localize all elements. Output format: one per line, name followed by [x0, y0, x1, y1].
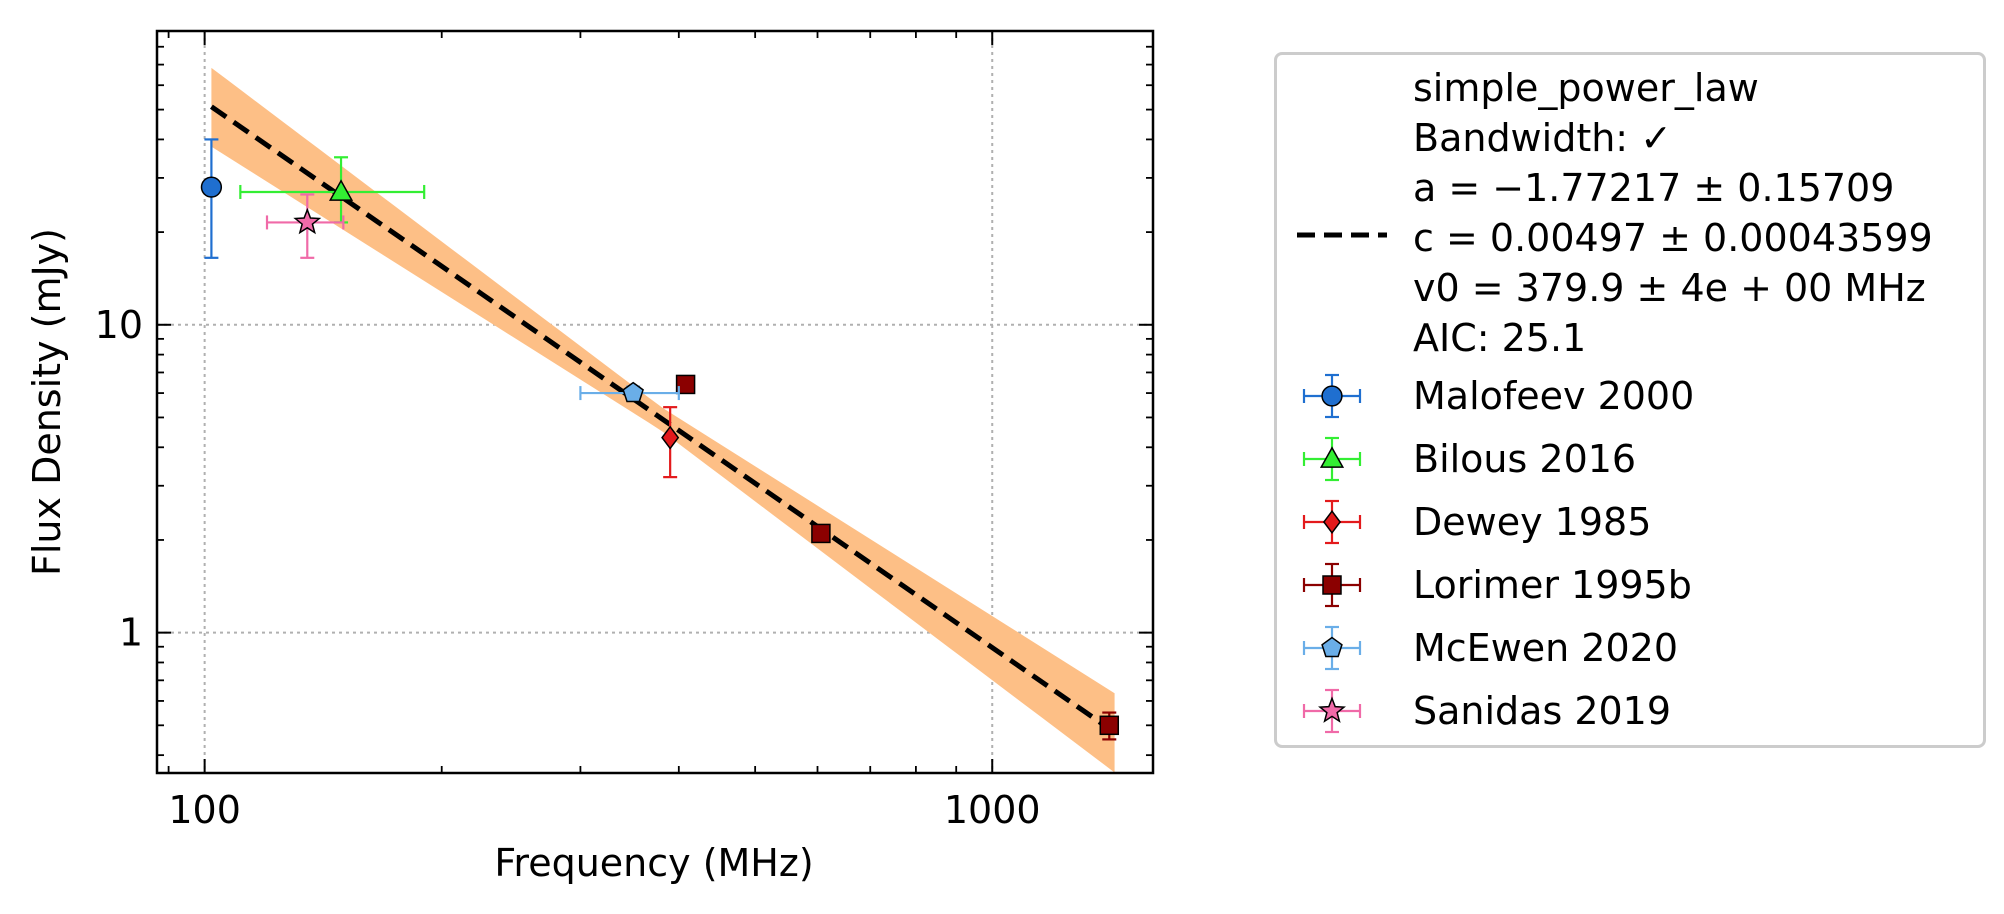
legend-label: Bilous 2016 — [1413, 437, 1637, 481]
x-tick-label: 1000 — [944, 788, 1041, 832]
series-mcewen-2020 — [579, 381, 680, 403]
legend-marker-shape — [1318, 696, 1346, 723]
data-points — [200, 138, 1120, 741]
y-tick-label: 10 — [95, 303, 143, 347]
fit-model-name: simple_power_law — [1413, 66, 1759, 110]
series-dewey-1985 — [661, 406, 680, 479]
data-point — [328, 179, 354, 201]
fit-param-a: a = −1.77217 ± 0.15709 — [1413, 166, 1895, 210]
plot-frame — [155, 29, 1155, 775]
x-axis-label: Frequency (MHz) — [494, 841, 813, 885]
legend-marker — [1302, 625, 1362, 671]
series-lorimer-1995b — [675, 374, 1120, 741]
legend-marker — [1302, 436, 1362, 482]
data-point — [1099, 715, 1120, 736]
fit-curve — [209, 104, 1117, 735]
data-point — [811, 523, 831, 544]
series-bilous-2016 — [239, 156, 426, 224]
legend-label: Dewey 1985 — [1413, 500, 1652, 544]
data-point — [661, 425, 680, 450]
legend-label: Lorimer 1995b — [1413, 563, 1692, 607]
fit-line — [209, 104, 1117, 735]
legend-fit-label: simple_power_law Bandwidth: ✓ a = −1.772… — [1413, 63, 1933, 363]
legend-marker-shape — [1322, 509, 1342, 535]
legend: simple_power_law Bandwidth: ✓ a = −1.772… — [1274, 52, 1986, 748]
fit-aic: AIC: 25.1 — [1413, 316, 1587, 360]
y-tick-label: 1 — [119, 611, 143, 655]
legend-marker-shape — [1321, 385, 1343, 407]
legend-fit-line-swatch — [1297, 232, 1387, 238]
legend-marker-shape — [1322, 575, 1342, 595]
fit-param-v0: v0 = 379.9 ± 4e + 00 MHz — [1413, 266, 1926, 310]
legend-label: McEwen 2020 — [1413, 626, 1679, 670]
legend-label: Sanidas 2019 — [1413, 689, 1672, 733]
data-point — [622, 381, 644, 403]
series-malofeev-2000 — [200, 138, 223, 259]
data-point — [293, 207, 322, 235]
legend-marker-shape — [1321, 636, 1343, 658]
legend-marker — [1302, 373, 1362, 419]
y-axis-label: Flux Density (mJy) — [25, 228, 69, 576]
legend-marker-shape — [1319, 446, 1345, 468]
legend-marker — [1302, 562, 1362, 608]
data-point — [675, 374, 696, 395]
legend-marker — [1302, 499, 1362, 545]
x-tick-label: 100 — [168, 788, 241, 832]
legend-label: Malofeev 2000 — [1413, 374, 1695, 418]
data-point — [200, 176, 223, 198]
axes: 100 1000 1 10 — [95, 29, 1155, 832]
fit-bandwidth: Bandwidth: ✓ — [1413, 116, 1673, 160]
legend-marker — [1302, 688, 1362, 734]
fit-param-c: c = 0.00497 ± 0.00043599 — [1413, 216, 1933, 260]
series-sanidas-2019 — [265, 193, 345, 259]
